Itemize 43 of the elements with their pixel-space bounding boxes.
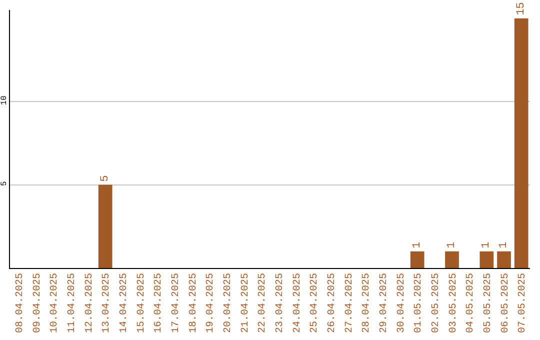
bar xyxy=(445,251,459,268)
x-tick-label: 21.04.2025 xyxy=(240,273,252,334)
x-tick-label: 27.04.2025 xyxy=(344,273,356,334)
x-tick-label: 02.05.2025 xyxy=(430,273,442,334)
bar xyxy=(480,251,494,268)
x-tick-label: 06.05.2025 xyxy=(500,273,512,334)
x-tick-label: 14.04.2025 xyxy=(118,273,130,334)
x-tick-label: 11.04.2025 xyxy=(66,273,78,334)
x-tick-label: 10.04.2025 xyxy=(50,273,61,334)
data-label: 1 xyxy=(480,241,493,248)
x-tick-label: 25.04.2025 xyxy=(310,273,321,334)
x-tick-label: 17.04.2025 xyxy=(170,273,182,334)
data-label: 1 xyxy=(446,241,458,248)
x-tick-label: 26.04.2025 xyxy=(326,273,338,334)
x-tick-label: 13.04.2025 xyxy=(102,273,113,334)
y-tick-label: 10 xyxy=(0,95,9,106)
x-tick-label: 30.04.2025 xyxy=(396,273,408,334)
bar xyxy=(514,18,528,268)
x-tick-label: 04.05.2025 xyxy=(466,273,477,334)
x-tick-label: 09.04.2025 xyxy=(32,273,44,334)
x-tick-label: 19.04.2025 xyxy=(206,273,217,334)
x-tick-label: 29.04.2025 xyxy=(378,273,390,334)
bar xyxy=(497,251,511,268)
x-tick-label: 20.04.2025 xyxy=(222,273,234,334)
data-label: 1 xyxy=(498,241,510,248)
x-tick-label: 07.05.2025 xyxy=(518,273,529,334)
x-tick-label: 08.04.2025 xyxy=(14,273,26,334)
x-tick-label: 28.04.2025 xyxy=(362,273,373,334)
x-tick-label: 05.05.2025 xyxy=(482,273,494,334)
x-tick-label: 03.05.2025 xyxy=(448,273,460,334)
data-label: 5 xyxy=(99,175,112,182)
x-tick-label: 15.04.2025 xyxy=(136,273,148,334)
x-tick-label: 24.04.2025 xyxy=(292,273,304,334)
bar xyxy=(410,251,424,268)
x-tick-label: 18.04.2025 xyxy=(188,273,200,334)
data-label: 15 xyxy=(515,2,528,16)
bar xyxy=(98,184,112,268)
x-tick-label: 23.04.2025 xyxy=(274,273,286,334)
x-tick-label: 22.04.2025 xyxy=(258,273,269,334)
data-label: 1 xyxy=(411,241,424,248)
x-tick-label: 12.04.2025 xyxy=(84,273,96,334)
x-tick-label: 16.04.2025 xyxy=(154,273,165,334)
x-tick-label: 01.05.2025 xyxy=(414,273,425,334)
